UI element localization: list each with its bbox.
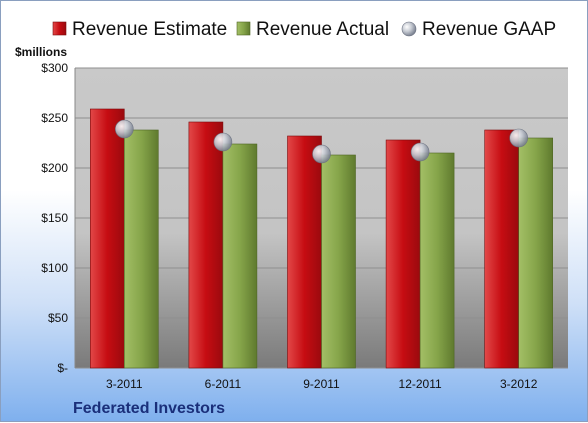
y-unit-label: $millions: [15, 45, 67, 59]
marker-revenue-gaap: [410, 142, 430, 162]
legend-label: Revenue GAAP: [422, 19, 556, 40]
marker-revenue-gaap: [509, 128, 529, 148]
bar-revenue-actual: [124, 129, 159, 369]
bar-revenue-estimate: [287, 135, 322, 369]
y-tick-label: $250: [41, 111, 68, 125]
y-tick-label: $200: [41, 161, 68, 175]
x-tick-label: 3-2011: [106, 377, 143, 391]
bar-revenue-actual: [518, 137, 554, 369]
x-tick-label: 9-2011: [303, 377, 340, 391]
y-tick-label: $50: [48, 311, 68, 325]
bar-revenue-estimate: [385, 139, 421, 369]
legend-label: Revenue Estimate: [72, 19, 227, 40]
marker-revenue-gaap: [115, 119, 134, 139]
bar-revenue-estimate: [188, 121, 224, 369]
x-tick-label: 12-2011: [399, 377, 442, 391]
legend-label: Revenue Actual: [256, 19, 389, 40]
bar-revenue-actual: [419, 152, 455, 369]
bars: [90, 108, 554, 369]
bar-revenue-actual: [321, 154, 356, 369]
x-tick-label: 3-2012: [500, 377, 538, 391]
marker-revenue-gaap: [312, 144, 331, 164]
y-axis: $- $50 $100 $150 $200 $250 $300: [41, 61, 76, 375]
x-axis: 3-2011 6-2011 9-2011 12-2011 3-2012: [106, 377, 538, 391]
x-tick-label: 6-2011: [205, 377, 242, 391]
y-tick-label: $100: [41, 261, 68, 275]
company-name: Federated Investors: [73, 400, 225, 417]
legend-swatch-estimate: [52, 21, 67, 36]
marker-revenue-gaap: [213, 132, 233, 152]
y-tick-label: $150: [41, 211, 68, 225]
y-tick-label: $300: [41, 61, 68, 75]
legend: Revenue Estimate Revenue Actual Revenue GA…: [52, 19, 556, 40]
bar-revenue-estimate: [90, 108, 125, 369]
legend-swatch-actual: [236, 21, 251, 36]
bar-revenue-estimate: [484, 129, 520, 369]
legend-swatch-gaap: [401, 21, 417, 37]
y-tick-label: $-: [57, 361, 68, 375]
bar-revenue-actual: [222, 143, 258, 369]
